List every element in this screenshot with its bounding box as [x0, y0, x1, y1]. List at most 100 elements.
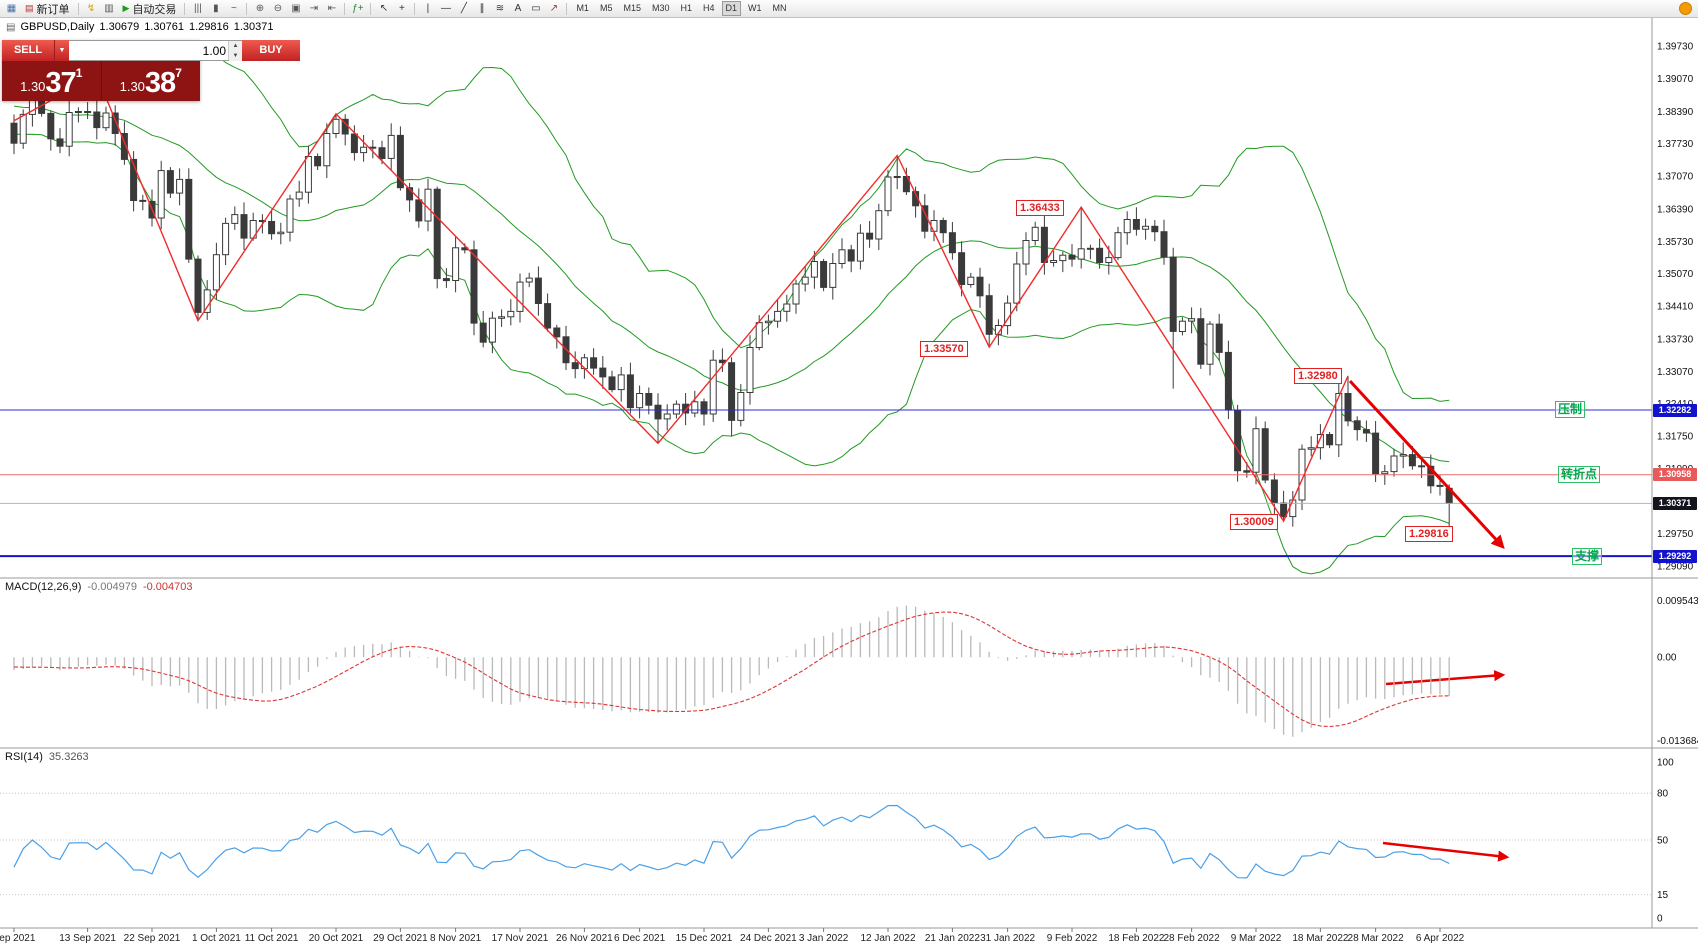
tile-windows-icon[interactable]: ▣	[291, 3, 301, 14]
arrow-tool-icon[interactable]: ↗	[549, 3, 559, 14]
candle	[755, 315, 763, 351]
candle	[277, 222, 285, 245]
candle	[1114, 226, 1122, 261]
trendline-icon[interactable]: ╱	[460, 3, 467, 14]
zoom-out-icon[interactable]: ⊖	[273, 3, 283, 14]
candle	[1270, 473, 1278, 515]
volume-up-button[interactable]: ▲	[229, 41, 242, 51]
candle	[1077, 207, 1085, 269]
autotrading-button-label: 自动交易	[132, 3, 177, 16]
timeframe-button-m5[interactable]: M5	[599, 3, 613, 13]
timeframe-button-m15[interactable]: M15	[623, 3, 641, 13]
candle	[433, 186, 441, 289]
toolbar-separator	[566, 2, 568, 15]
terminal-icon[interactable]: ▦	[6, 3, 17, 14]
candle	[829, 253, 837, 300]
candle	[801, 265, 809, 292]
timeframe-button-mn[interactable]: MN	[772, 3, 787, 13]
candle	[1326, 432, 1334, 449]
price-axis-label: 1.37070	[1657, 172, 1694, 183]
text-icon[interactable]: A	[514, 3, 522, 14]
candle	[1215, 313, 1223, 361]
cursor-icon[interactable]: ↖	[379, 3, 389, 14]
candle	[1372, 421, 1380, 482]
support-line-tag: 1.29292	[1653, 549, 1697, 563]
candle	[875, 203, 883, 250]
zigzag-line	[13, 74, 1349, 523]
price-label-flag: 1.32980	[1294, 368, 1342, 384]
sell-button[interactable]: SELL	[2, 40, 54, 61]
timeframe-button-h4[interactable]: H4	[703, 3, 715, 13]
candle	[626, 362, 634, 414]
candle	[176, 168, 184, 206]
candlestick-chart-icon[interactable]: ▮	[213, 3, 219, 14]
candle	[249, 212, 257, 241]
time-axis-label: 13 Sep 2021	[59, 933, 116, 944]
candle	[976, 267, 984, 308]
fibonacci-icon[interactable]: ≋	[495, 3, 505, 14]
timeframe-button-m1[interactable]: M1	[576, 3, 589, 13]
lightning-icon[interactable]: ↯	[86, 3, 96, 14]
indicators-icon[interactable]: ƒ+	[352, 3, 364, 14]
price-divider	[100, 61, 102, 101]
time-axis-label: 1 Oct 2021	[192, 933, 241, 944]
auto-scroll-icon[interactable]: ⇥	[309, 3, 319, 14]
time-axis-label: 26 Nov 2021	[556, 933, 613, 944]
notification-icon[interactable]	[1679, 2, 1692, 15]
timeframe-button-m30[interactable]: M30	[651, 3, 670, 13]
candle	[728, 357, 736, 437]
time-axis-label: 28 Feb 2022	[1164, 933, 1221, 944]
symbol-period-label: GBPUSD,Daily	[20, 21, 95, 33]
volume-down-button[interactable]: ▼	[229, 51, 242, 61]
candle	[847, 244, 855, 273]
time-axis-label: 17 Nov 2021	[492, 933, 549, 944]
chart-shift-icon[interactable]: ⇤	[327, 3, 337, 14]
horizontal-line-icon[interactable]: —	[440, 3, 451, 14]
time-axis-label: 18 Mar 2022	[1292, 933, 1349, 944]
order-type-dropdown-arrow-icon[interactable]: ▼	[54, 40, 69, 61]
candle	[323, 123, 331, 178]
candle	[893, 155, 901, 190]
line-chart-icon[interactable]: ~	[231, 3, 237, 14]
time-axis-label: 11 Oct 2021	[245, 933, 299, 944]
timeframe-button-d1[interactable]: D1	[721, 1, 742, 16]
resistance-line-tag: 1.32282	[1653, 403, 1697, 417]
price-axis-label: 1.35730	[1657, 237, 1694, 248]
rsi-axis-label: 80	[1657, 789, 1669, 800]
price-axis-label: 1.29090	[1657, 562, 1694, 573]
toolbar-separator	[246, 2, 248, 15]
buy-button[interactable]: BUY	[242, 40, 300, 61]
channel-icon[interactable]: ∥	[479, 3, 485, 14]
resistance-label: 压制	[1555, 401, 1586, 418]
candle	[1031, 221, 1039, 246]
toolbar-separator	[370, 2, 372, 15]
volume-input[interactable]	[69, 41, 228, 60]
zoom-in-icon[interactable]: ⊕	[255, 3, 265, 14]
new-order-button[interactable]: ▤ 新订单	[21, 1, 74, 16]
rsi-axis-label: 0	[1657, 914, 1663, 925]
time-axis-label: 15 Dec 2021	[676, 933, 733, 944]
crosshair-icon[interactable]: +	[399, 3, 405, 14]
chart-title: ▤ GBPUSD,Daily 1.30679 1.30761 1.29816 1…	[6, 21, 273, 33]
candles-layer	[10, 75, 1453, 531]
bars-chart-icon[interactable]: |||	[194, 3, 202, 14]
toolbar-separator	[184, 2, 186, 15]
autotrading-button[interactable]: ▶ 自动交易	[119, 1, 181, 16]
vertical-line-icon[interactable]: |	[426, 3, 430, 14]
candle	[737, 384, 745, 427]
candle	[212, 242, 220, 300]
timeframe-button-w1[interactable]: W1	[748, 3, 762, 13]
price-axis-label: 1.34410	[1657, 302, 1694, 313]
candle	[792, 279, 800, 314]
candle	[948, 222, 956, 260]
candle	[1022, 232, 1030, 276]
timeframe-button-h1[interactable]: H1	[680, 3, 693, 13]
candle	[810, 250, 818, 289]
time-axis-label: 22 Sep 2021	[124, 933, 181, 944]
candle	[1068, 244, 1076, 267]
price-axis-label: 1.38390	[1657, 107, 1694, 118]
market-watch-icon[interactable]: ▥	[104, 3, 114, 14]
label-icon[interactable]: ▭	[531, 3, 541, 14]
